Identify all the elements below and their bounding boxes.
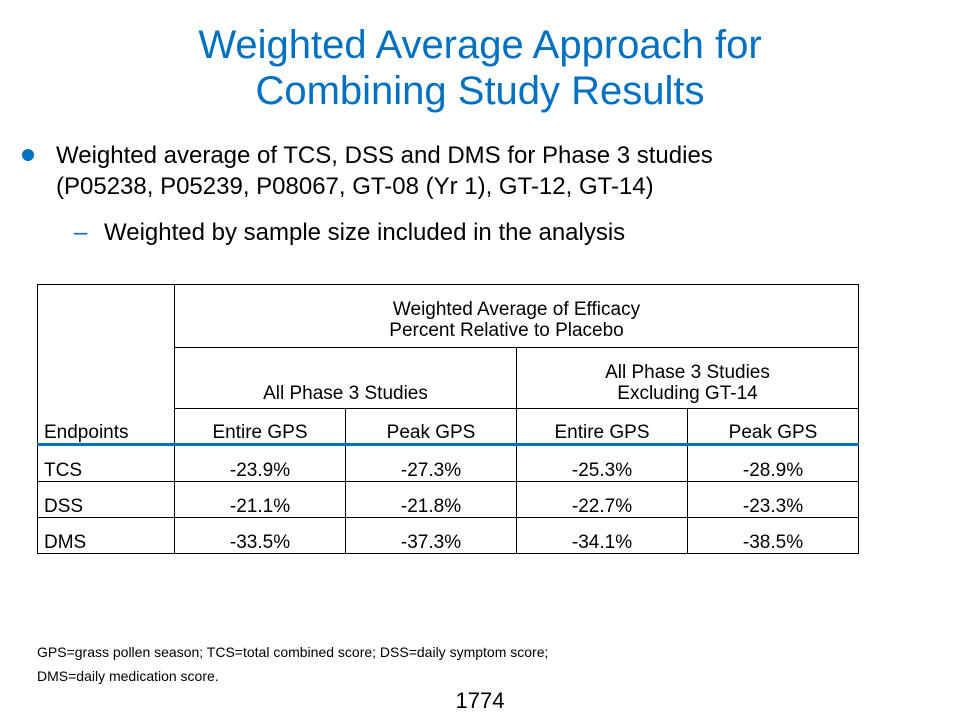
bullet-1-line-2: (P05238, P05239, P08067, GT-08 (Yr 1), G… (56, 173, 654, 200)
footnote-line-2: DMS=daily medication score. (37, 668, 219, 684)
page-number: 1774 (455, 688, 505, 713)
table-row: DSS -21.1% -21.8% -22.7% -23.3% (37, 481, 859, 518)
value-cell: -22.7% (516, 481, 688, 518)
value-cell: -37.3% (345, 517, 517, 554)
header-main-line-1: Weighted Average of Efficacy (392, 299, 641, 320)
value-cell: -25.3% (516, 443, 688, 482)
value-cell: -23.3% (687, 481, 859, 518)
table-row: TCS -23.9% -27.3% -25.3% -28.9% (37, 443, 859, 482)
header-main-line-2: Percent Relative to Placebo (389, 320, 624, 341)
col-entire-gps-2: Entire GPS (516, 408, 688, 445)
table-row: DMS -33.5% -37.3% -34.1% -38.5% (37, 517, 859, 554)
value-cell: -28.9% (687, 443, 859, 482)
footnote: GPS=grass pollen season; TCS=total combi… (37, 640, 917, 688)
bullet-dot-icon (22, 149, 34, 161)
endpoint-cell: DMS (37, 517, 175, 554)
title-line-1: Weighted Average Approach for (198, 23, 762, 67)
value-cell: -27.3% (345, 443, 517, 482)
table-header-row-1: Endpoints Weighted Average of Efficacy P… (37, 284, 859, 445)
value-cell: -21.1% (174, 481, 346, 518)
endpoint-cell: TCS (37, 443, 175, 482)
group-2-line-2: Excluding GT-14 (617, 383, 758, 404)
value-cell: -34.1% (516, 517, 688, 554)
col-peak-gps-2: Peak GPS (687, 408, 859, 445)
col-entire-gps-1: Entire GPS (174, 408, 346, 445)
endpoint-cell: DSS (37, 481, 175, 518)
footnote-line-1: GPS=grass pollen season; TCS=total combi… (37, 644, 549, 660)
group-1-label: All Phase 3 Studies (263, 383, 428, 404)
slide-title: Weighted Average Approach for Combining … (0, 22, 960, 114)
value-cell: -33.5% (174, 517, 346, 554)
weighted-average-header: Weighted Average of Efficacy Percent Rel… (174, 284, 859, 348)
group-excluding-gt14: All Phase 3 Studies Excluding GT-14 (516, 347, 859, 409)
endpoints-header: Endpoints (37, 284, 175, 445)
table-header-row-2: All Phase 3 Studies All Phase 3 Studies … (38, 347, 859, 409)
title-line-2: Combining Study Results (255, 69, 705, 113)
value-cell: -21.8% (345, 481, 517, 518)
value-cell: -23.9% (174, 443, 346, 482)
group-all-phase3: All Phase 3 Studies (174, 347, 517, 409)
bullet-text-1: Weighted average of TCS, DSS and DMS for… (56, 140, 936, 202)
group-2-line-1: All Phase 3 Studies (605, 362, 770, 383)
col-peak-gps-1: Peak GPS (345, 408, 517, 445)
bullet-text-2: Weighted by sample size included in the … (104, 219, 626, 246)
efficacy-table: Endpoints Weighted Average of Efficacy P… (37, 284, 859, 554)
dash-icon: – (74, 219, 88, 246)
value-cell: -38.5% (687, 517, 859, 554)
bullet-1-line-1: Weighted average of TCS, DSS and DMS for… (56, 142, 713, 169)
